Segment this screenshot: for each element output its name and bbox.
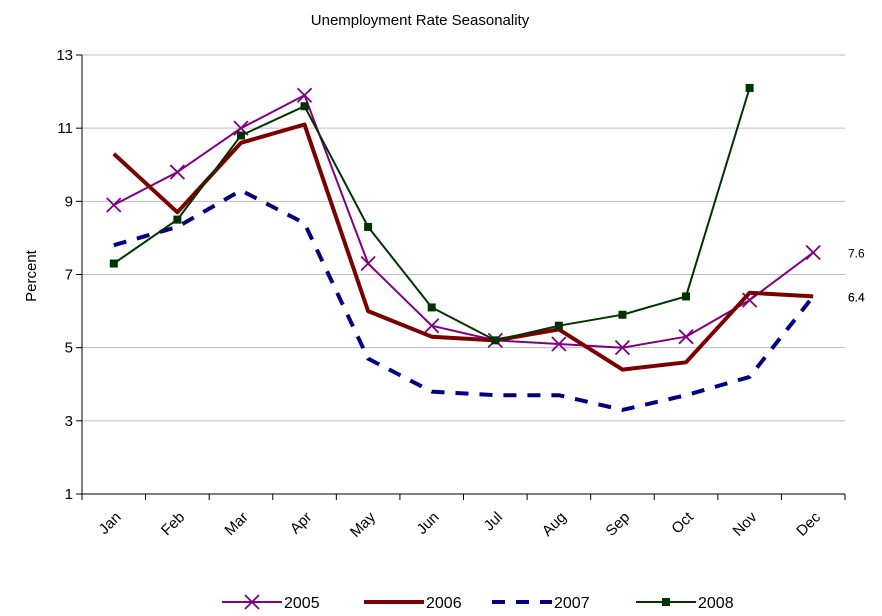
series-2008 (109, 83, 754, 345)
x-tick-label: Oct (668, 508, 697, 537)
gridlines (82, 54, 845, 422)
series-line-2007 (113, 188, 815, 412)
x-tick-label: Jul (481, 509, 507, 535)
series-line-2006 (112, 122, 814, 372)
point-marker (618, 310, 627, 319)
series-2006 (112, 122, 814, 372)
series-2007 (113, 188, 815, 412)
x-tick-label: Mar (221, 509, 251, 539)
end-label-2006: 6.4 (848, 290, 865, 304)
point-marker (360, 255, 376, 272)
x-tick-label: Dec (793, 508, 824, 539)
legend: 2005 2006 2007 2008 (222, 594, 734, 612)
point-marker (244, 594, 260, 610)
point-marker (106, 197, 122, 213)
point-marker (169, 164, 186, 180)
point-marker (678, 329, 694, 345)
legend-item-2007: 2007 (492, 595, 590, 612)
point-marker (300, 102, 309, 111)
x-tick-label: Nov (730, 508, 761, 539)
legend-item-2006: 2006 (364, 595, 462, 612)
y-tick-label: 3 (65, 413, 73, 430)
y-tick-label: 5 (65, 340, 73, 357)
x-tick-label: Jan (95, 509, 124, 538)
legend-label: 2007 (554, 595, 590, 612)
end-labels: 7.66.46.4 (848, 247, 865, 305)
end-label-2005: 7.6 (848, 247, 865, 261)
point-marker (745, 83, 754, 92)
legend-label: 2006 (426, 595, 462, 612)
point-marker (236, 131, 245, 140)
legend-item-2005: 2005 (222, 594, 320, 612)
x-tick-label: Sep (602, 509, 633, 540)
chart-title: Unemployment Rate Seasonality (311, 12, 530, 29)
point-marker (662, 598, 670, 606)
series-line-2008 (113, 87, 751, 342)
y-tick-label: 1 (65, 486, 73, 503)
point-marker (109, 259, 118, 268)
y-tick-label: 7 (65, 267, 73, 284)
point-marker (614, 340, 631, 356)
series-group (106, 83, 821, 412)
legend-label: 2008 (698, 595, 734, 612)
legend-label: 2005 (284, 595, 320, 612)
x-tick-label: Feb (158, 509, 188, 539)
x-tick-label: Aug (539, 509, 570, 540)
point-marker (491, 336, 500, 345)
point-marker (554, 321, 563, 330)
end-label-2007: 6.4 (848, 290, 865, 304)
point-marker (364, 222, 373, 231)
legend-item-2008: 2008 (636, 595, 734, 612)
point-marker (296, 87, 313, 103)
x-tick-label: May (347, 508, 379, 540)
y-tick-label: 11 (57, 120, 73, 137)
point-marker (173, 215, 182, 224)
x-tick-label: Apr (287, 509, 316, 538)
point-marker (551, 336, 567, 352)
x-axis-ticks: Jan Feb Mar Apr May Jun Jul Aug Sep Oct Nov Dec (81, 494, 846, 541)
series-line-2005 (113, 94, 814, 349)
point-marker (682, 292, 691, 301)
point-marker (805, 244, 821, 261)
point-marker (427, 303, 436, 312)
y-tick-label: 13 (56, 47, 73, 64)
series-2005 (106, 87, 821, 356)
point-marker (424, 318, 440, 334)
y-axis-label: Percent (23, 249, 40, 302)
x-tick-label: Jun (413, 509, 442, 538)
y-tick-label: 9 (65, 193, 73, 210)
